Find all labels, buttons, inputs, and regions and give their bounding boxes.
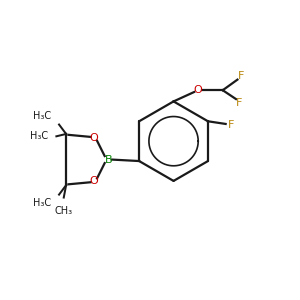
Text: O: O — [193, 85, 202, 95]
Text: CH₃: CH₃ — [55, 206, 73, 216]
Text: F: F — [238, 71, 244, 81]
Text: H₃C: H₃C — [30, 131, 48, 141]
Text: B: B — [104, 154, 112, 165]
Text: F: F — [236, 98, 242, 108]
Text: H₃C: H₃C — [33, 198, 51, 208]
Text: O: O — [90, 176, 98, 186]
Text: F: F — [228, 120, 234, 130]
Text: O: O — [90, 134, 98, 143]
Text: H₃C: H₃C — [33, 111, 51, 121]
